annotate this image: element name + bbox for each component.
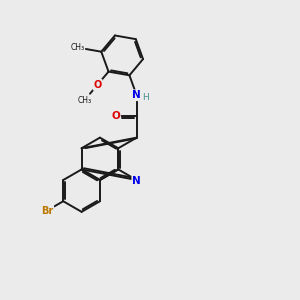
- Text: CH₃: CH₃: [78, 96, 92, 105]
- Text: H: H: [142, 93, 149, 102]
- Text: CH₃: CH₃: [70, 43, 85, 52]
- Text: N: N: [132, 176, 141, 186]
- Text: Br: Br: [41, 206, 53, 215]
- Text: N: N: [132, 90, 141, 100]
- Text: O: O: [93, 80, 102, 90]
- Text: O: O: [111, 111, 120, 122]
